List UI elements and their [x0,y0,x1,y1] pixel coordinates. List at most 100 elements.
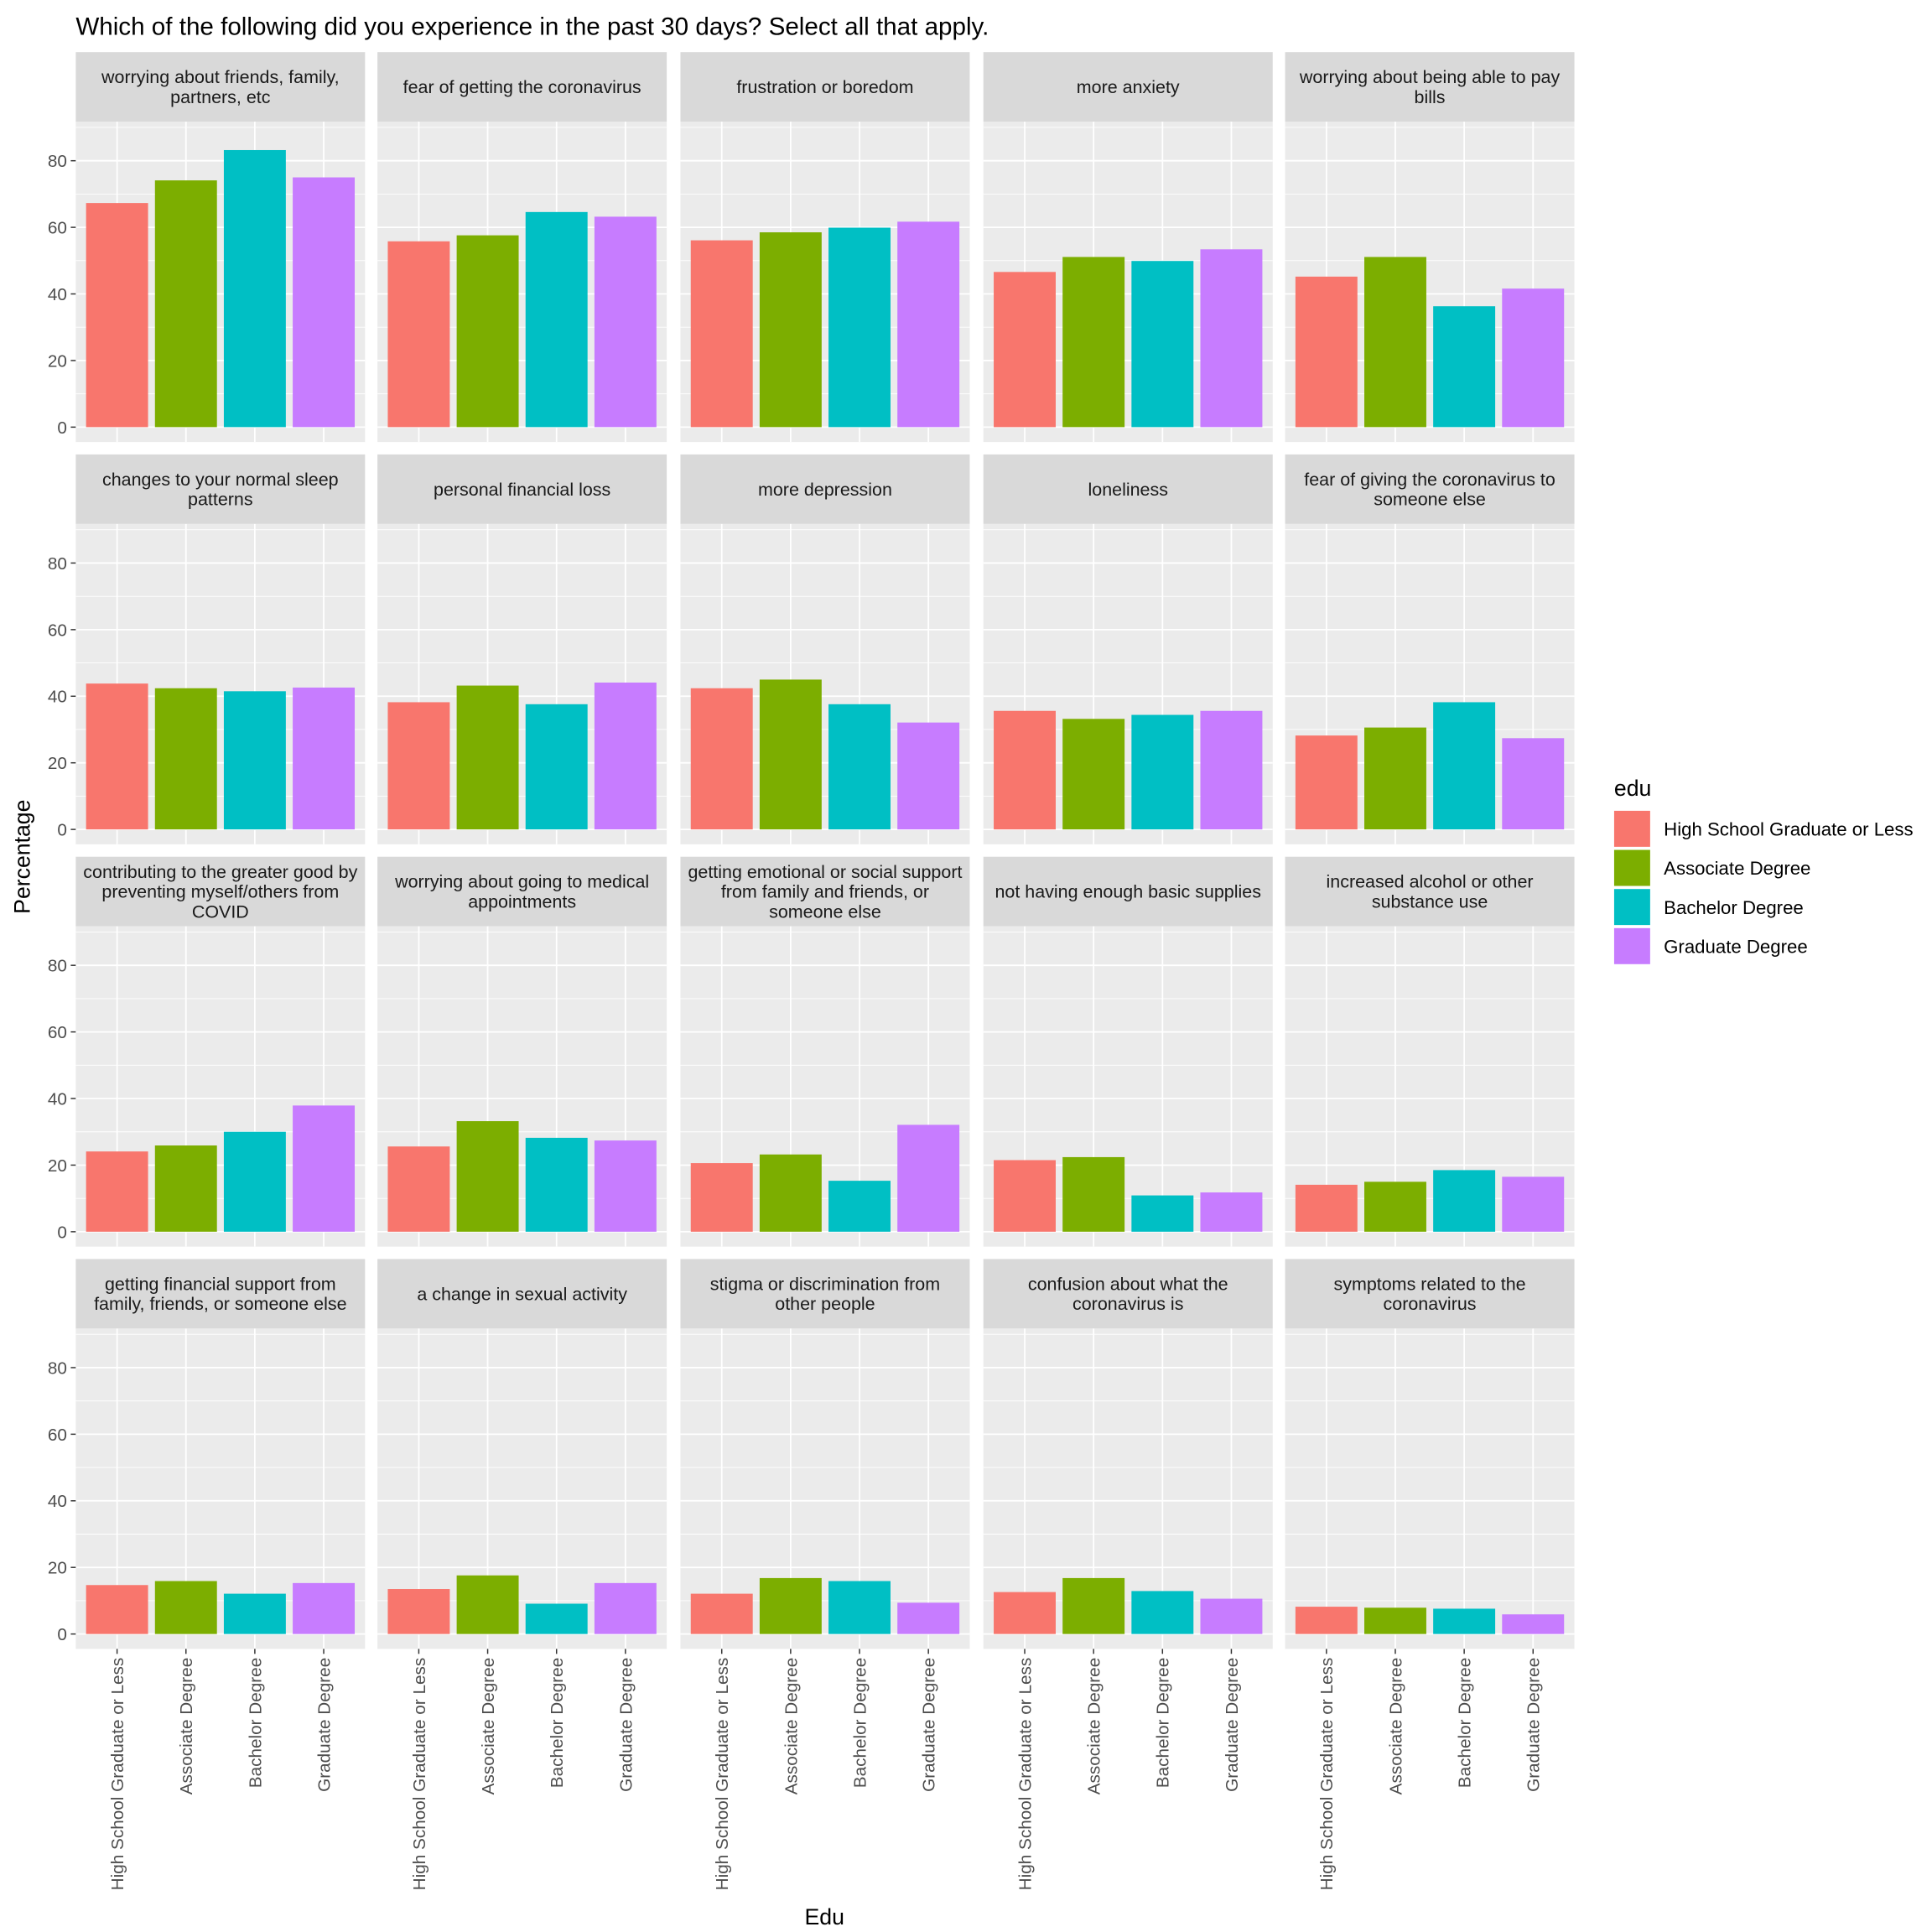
legend: edu High School Graduate or Less Associat… [1613,776,1914,964]
bar-bachelor-degree [525,1137,588,1232]
y-tick-label: 80 [48,554,67,574]
chart-title: Which of the following did you experienc… [75,13,989,40]
y-tick-label: 0 [57,1223,67,1242]
facet-strip-label: getting financial support from [105,1274,336,1294]
bar-high-school-graduate-or-less [1295,276,1358,428]
bar-bachelor-degree [1433,1608,1496,1634]
bar-high-school-graduate-or-less [387,241,450,428]
facet-strip [680,454,970,524]
bar-associate-degree [1364,257,1426,428]
facet-panel: worrying about going to medicalappointme… [377,856,667,1247]
legend-key [1613,927,1650,964]
facet-panel: fear of giving the coronavirus tosomeone… [1285,454,1575,844]
facet-strip-label: worrying about friends, family, [101,67,340,87]
y-axis-title: Percentage [10,800,35,914]
y-tick-label: 0 [57,418,67,438]
facet-panel: getting emotional or social supportfrom … [680,856,970,1247]
x-tick-label: Associate Degree [177,1658,196,1795]
y-tick-label: 40 [48,1492,67,1511]
bar-associate-degree [1062,1156,1125,1232]
x-tick-label: High School Graduate or Less [1317,1658,1337,1891]
bar-graduate-degree [293,1582,356,1634]
bar-graduate-degree [1502,738,1565,830]
bar-graduate-degree [1200,710,1263,830]
legend-key [1613,849,1650,886]
bar-graduate-degree [1502,288,1565,428]
facet-strip-label: substance use [1372,891,1488,911]
bar-associate-degree [759,1577,822,1634]
facet-strip [680,52,970,122]
bar-high-school-graduate-or-less [1295,1184,1358,1232]
facet-strip-label: worrying about being able to pay [1299,67,1561,87]
legend-label: Bachelor Degree [1664,897,1804,918]
y-tick-label: 60 [48,219,67,238]
facet-strip-label: from family and friends, or [721,882,929,902]
facet-strip-label: fear of getting the coronavirus [403,77,641,97]
legend-label: High School Graduate or Less [1664,819,1913,840]
facet-strip [1285,454,1575,524]
bar-associate-degree [759,1154,822,1232]
bar-associate-degree [1364,1607,1426,1634]
bar-high-school-graduate-or-less [994,1592,1056,1634]
bar-bachelor-degree [525,211,588,428]
bar-associate-degree [456,685,519,830]
facet-strip-label: not having enough basic supplies [995,882,1261,902]
facet-strip [983,856,1273,927]
bar-graduate-degree [1200,249,1263,428]
facet-strip [983,1259,1273,1329]
x-tick-label: Graduate Degree [1223,1658,1242,1792]
y-tick-label: 20 [48,754,67,773]
x-tick-label: Associate Degree [1386,1658,1405,1795]
bar-high-school-graduate-or-less [690,1593,753,1634]
bar-bachelor-degree [1433,702,1496,830]
facet-strip-label: other people [775,1294,875,1314]
facet-strip-label: COVID [192,901,249,922]
facet-panel: fear of getting the coronavirus [377,52,667,443]
facet-strip-label: more anxiety [1077,77,1180,97]
bar-bachelor-degree [828,704,891,830]
bar-associate-degree [1062,257,1125,428]
bar-graduate-degree [594,216,657,428]
x-tick-label: Bachelor Degree [548,1658,567,1788]
bar-bachelor-degree [223,1131,286,1232]
x-tick-label: Graduate Degree [920,1658,939,1792]
bar-associate-degree [154,688,217,830]
bar-associate-degree [456,1575,519,1634]
x-tick-label: Bachelor Degree [1154,1658,1173,1788]
bar-associate-degree [456,235,519,428]
x-tick-label: Associate Degree [479,1658,498,1795]
bar-graduate-degree [897,1124,960,1232]
bar-graduate-degree [293,687,356,830]
bar-bachelor-degree [1131,1195,1194,1232]
facet-panel: not having enough basic supplies [983,856,1273,1247]
legend-label: Associate Degree [1664,858,1810,879]
facet-strip-label: getting emotional or social support [688,862,962,882]
facet-panel: worrying about friends, family,partners,… [48,52,366,443]
bar-high-school-graduate-or-less [387,1146,450,1232]
bar-bachelor-degree [525,1603,588,1634]
facet-strip-label: a change in sexual activity [417,1284,627,1304]
facet-strip-label: stigma or discrimination from [710,1274,940,1294]
x-tick-label: Bachelor Degree [1456,1658,1475,1788]
bar-high-school-graduate-or-less [86,1151,148,1232]
x-tick-label: Graduate Degree [1524,1658,1544,1792]
bar-graduate-degree [1502,1614,1565,1634]
facet-strip [75,454,366,524]
bar-associate-degree [1364,727,1426,830]
facet-strip-label: symptoms related to the [1333,1274,1525,1294]
facet-strip-label: patterns [188,490,253,510]
legend-key [1613,889,1650,926]
bar-high-school-graduate-or-less [1295,1607,1358,1634]
bar-bachelor-degree [1131,1591,1194,1634]
facet-panel: contributing to the greater good bypreve… [48,856,366,1247]
bar-associate-degree [154,1581,217,1634]
facet-strip-label: bills [1415,87,1446,107]
bar-graduate-degree [293,177,356,428]
facet-strip [1285,52,1575,122]
bar-bachelor-degree [828,1181,891,1232]
facet-strip-label: partners, etc [170,87,271,107]
y-tick-label: 60 [48,621,67,640]
